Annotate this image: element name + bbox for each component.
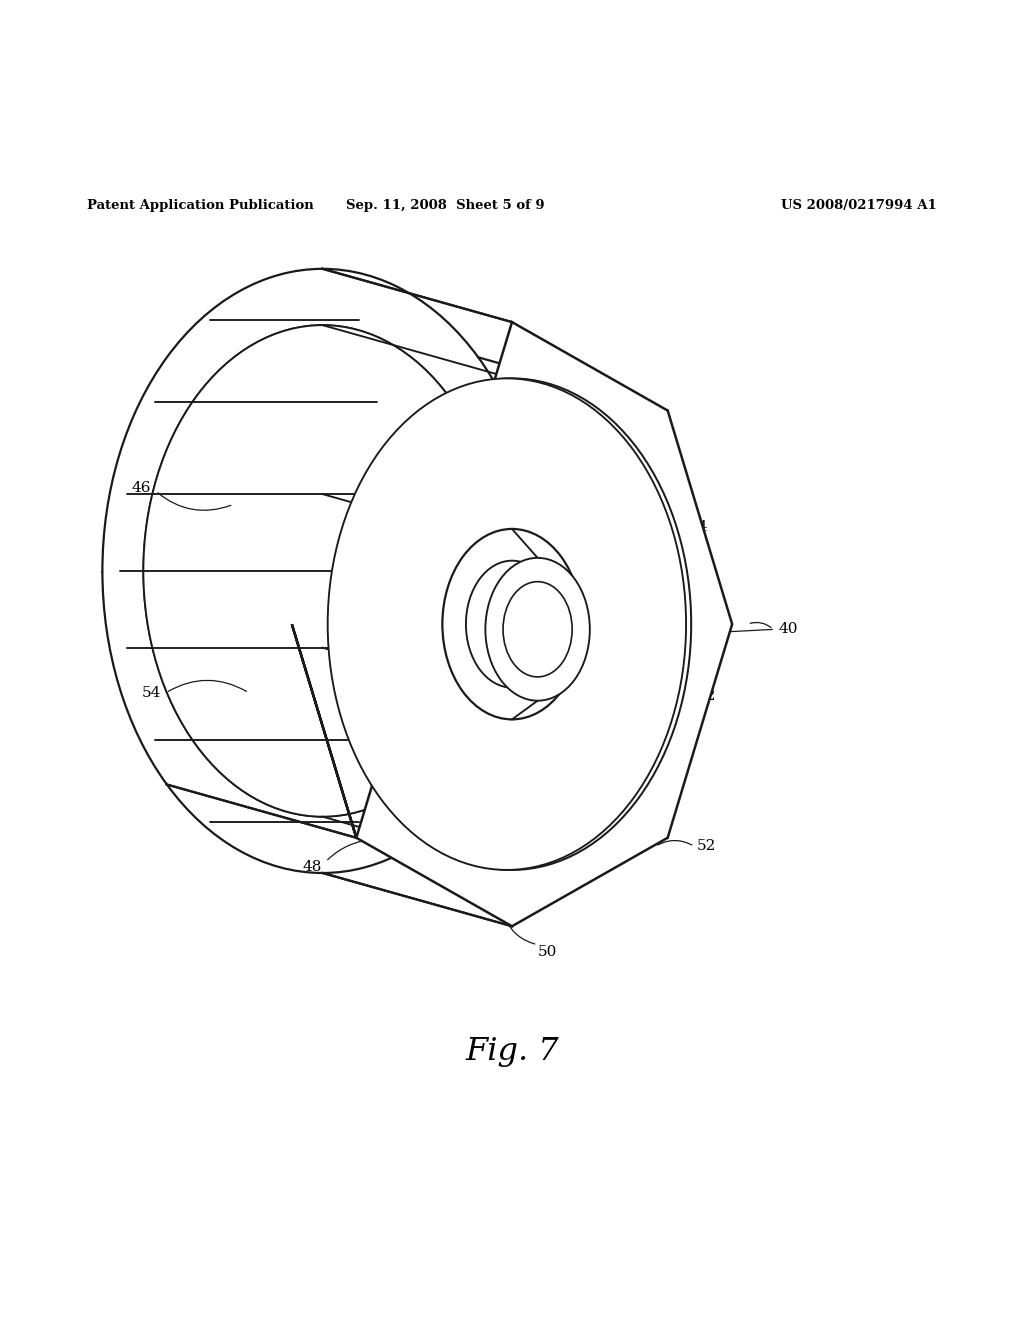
Ellipse shape bbox=[143, 325, 502, 817]
Text: 44: 44 bbox=[688, 520, 708, 533]
Ellipse shape bbox=[143, 325, 502, 817]
Ellipse shape bbox=[485, 558, 590, 701]
Text: Patent Application Publication: Patent Application Publication bbox=[87, 199, 313, 211]
Ellipse shape bbox=[492, 595, 532, 653]
Ellipse shape bbox=[102, 269, 543, 873]
Text: 46: 46 bbox=[131, 480, 152, 495]
Polygon shape bbox=[102, 269, 543, 873]
Polygon shape bbox=[292, 322, 732, 927]
Text: 42: 42 bbox=[696, 689, 716, 702]
Ellipse shape bbox=[466, 561, 558, 688]
Text: 48: 48 bbox=[303, 859, 322, 874]
Text: Sep. 11, 2008  Sheet 5 of 9: Sep. 11, 2008 Sheet 5 of 9 bbox=[346, 199, 545, 211]
Ellipse shape bbox=[503, 582, 572, 677]
Text: 50: 50 bbox=[539, 945, 557, 958]
Text: Fig. 7: Fig. 7 bbox=[465, 1036, 559, 1067]
Text: 40: 40 bbox=[778, 622, 798, 636]
Text: 52: 52 bbox=[696, 840, 716, 853]
Text: US 2008/0217994 A1: US 2008/0217994 A1 bbox=[781, 199, 937, 211]
Text: 54: 54 bbox=[142, 686, 161, 700]
Ellipse shape bbox=[328, 379, 686, 870]
Ellipse shape bbox=[333, 379, 691, 870]
Ellipse shape bbox=[442, 529, 582, 719]
